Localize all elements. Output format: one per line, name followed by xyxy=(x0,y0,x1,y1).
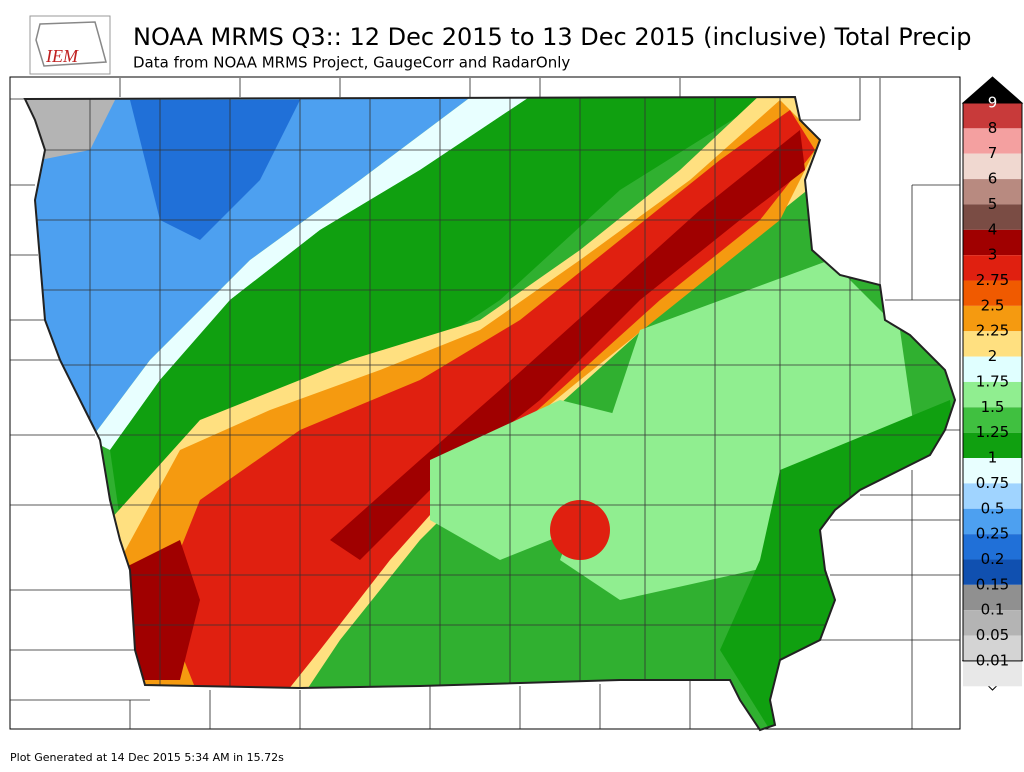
legend-label: 0.05 xyxy=(976,626,1009,644)
legend-swatch xyxy=(963,204,1022,230)
legend-swatch xyxy=(963,508,1022,535)
legend-swatch xyxy=(963,381,1022,408)
precip-area xyxy=(90,97,540,450)
legend-label: 5 xyxy=(988,195,998,213)
legend-swatch xyxy=(963,432,1022,459)
footer: Plot Generated at 14 Dec 2015 5:34 AM in… xyxy=(10,751,284,764)
legend-label: 1 xyxy=(988,449,998,467)
legend-swatch xyxy=(963,331,1022,357)
legend-swatch xyxy=(963,610,1022,636)
legend-swatch xyxy=(963,356,1022,382)
legend-swatch xyxy=(963,407,1022,433)
legend-swatch xyxy=(963,660,1022,687)
subtitle: Data from NOAA MRMS Project, GaugeCorr a… xyxy=(133,54,570,72)
legend-label: 0.75 xyxy=(976,474,1009,492)
legend-label: 0.1 xyxy=(981,601,1005,619)
legend-label: 2.25 xyxy=(976,322,1009,340)
county-lines xyxy=(25,97,955,730)
legend-label: 1.5 xyxy=(981,398,1005,416)
legend-label: 0.2 xyxy=(981,550,1005,568)
legend-label: 8 xyxy=(988,119,998,137)
legend-swatch xyxy=(963,584,1022,611)
legend-label: 6 xyxy=(988,170,998,188)
legend-swatch xyxy=(963,103,1022,129)
state-border xyxy=(23,95,957,732)
legend-label: 1.25 xyxy=(976,423,1009,441)
legend-label: 9 xyxy=(988,94,998,112)
legend-label: 2.75 xyxy=(976,271,1009,289)
legend-swatch xyxy=(963,635,1022,661)
legend-swatch xyxy=(963,559,1022,585)
legend-swatch xyxy=(963,153,1022,180)
legend-swatch xyxy=(963,280,1022,306)
legend-label: 0.25 xyxy=(976,525,1009,543)
legend-frame xyxy=(962,102,1023,662)
legend: 9 8 7 6 5 4 3 2.75 2.5 2.25 2 1.75 1.5 1.25 1 0.75 0.5 0.… xyxy=(961,76,1024,691)
legend-swatch xyxy=(963,179,1022,205)
title: NOAA MRMS Q3:: 12 Dec 2015 to 13 Dec 201… xyxy=(133,23,971,51)
legend-swatch xyxy=(963,229,1022,256)
legend-label: 0.15 xyxy=(976,575,1009,593)
outside-borders xyxy=(10,78,960,729)
legend-swatch xyxy=(963,458,1022,484)
legend-swatch xyxy=(963,128,1022,154)
legend-swatch xyxy=(963,483,1022,509)
legend-label: 4 xyxy=(988,220,998,238)
legend-label: 1.75 xyxy=(976,372,1009,390)
legend-label: 0.01 xyxy=(976,651,1009,669)
legend-label: 0.5 xyxy=(981,499,1005,517)
legend-label: 2.5 xyxy=(981,296,1005,314)
legend-swatch xyxy=(963,534,1022,560)
logo-text: IEM xyxy=(45,46,79,66)
legend-swatch xyxy=(963,305,1022,332)
legend-label: 2 xyxy=(988,347,998,365)
precip-area xyxy=(25,97,480,450)
legend-swatch xyxy=(963,255,1022,281)
logo: IEM xyxy=(29,15,111,75)
precip-area xyxy=(130,100,300,240)
logo-state xyxy=(35,21,107,67)
legend-label: 3 xyxy=(988,246,998,264)
legend-label: 7 xyxy=(988,144,998,162)
